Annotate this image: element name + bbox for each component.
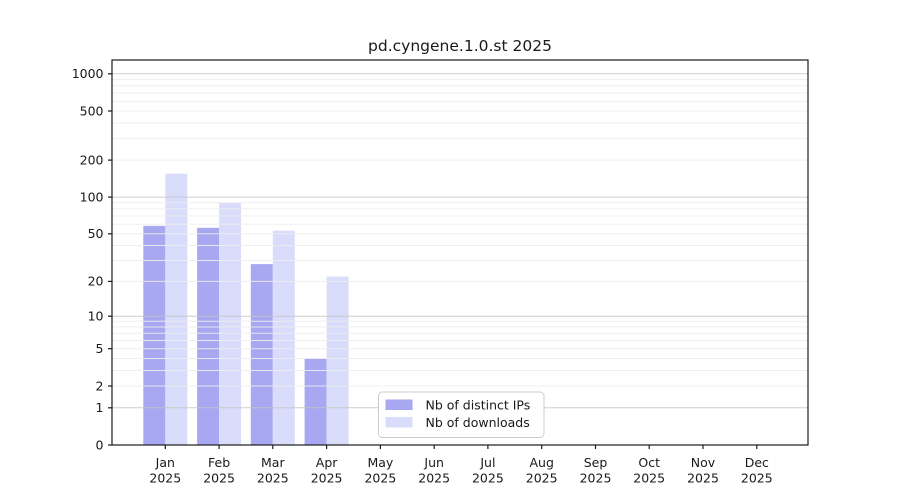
- x-tick-label-month: Dec: [745, 455, 769, 470]
- labels-layer: 01251020501002005001000Jan2025Feb2025Mar…: [72, 66, 773, 485]
- grid-layer: [112, 73, 808, 409]
- axes-layer: [108, 59, 809, 449]
- y-tick-label: 200: [80, 152, 104, 167]
- x-tick-label-month: Oct: [638, 455, 660, 470]
- bar-feb-downloads: [219, 202, 242, 445]
- legend-label-downloads: Nb of downloads: [426, 415, 530, 430]
- y-tick-label: 50: [88, 226, 104, 241]
- x-tick-label-year: 2025: [418, 471, 450, 486]
- legend-box: [378, 391, 545, 438]
- bar-apr-downloads: [326, 276, 349, 445]
- y-tick-label: 1: [96, 400, 104, 415]
- x-tick-label-month: Feb: [208, 455, 230, 470]
- x-tick-label-year: 2025: [741, 471, 773, 486]
- x-tick-label-year: 2025: [526, 471, 558, 486]
- y-tick-label: 0: [96, 437, 104, 452]
- x-tick-label-month: Aug: [529, 455, 553, 470]
- x-tick-label-month: Apr: [316, 455, 338, 470]
- bar-apr-ips: [304, 358, 327, 445]
- y-tick-label: 500: [80, 103, 104, 118]
- x-tick-label-year: 2025: [687, 471, 719, 486]
- x-tick-label-month: Jun: [423, 455, 444, 470]
- y-tick-label: 20: [88, 274, 104, 289]
- x-tick-label-year: 2025: [311, 471, 343, 486]
- x-tick-label-year: 2025: [257, 471, 289, 486]
- x-tick-label-year: 2025: [149, 471, 181, 486]
- bars-layer: [143, 173, 349, 445]
- legend-swatch-ips: [385, 399, 413, 410]
- bar-feb-ips: [197, 227, 220, 445]
- x-tick-label-year: 2025: [633, 471, 665, 486]
- legend-swatch-downloads: [385, 417, 413, 428]
- y-tick-label: 1000: [72, 66, 104, 81]
- x-tick-label-year: 2025: [472, 471, 504, 486]
- x-tick-label-month: Sep: [584, 455, 608, 470]
- y-tick-label: 5: [96, 341, 104, 356]
- legend-label-ips: Nb of distinct IPs: [426, 398, 531, 413]
- x-tick-label-year: 2025: [203, 471, 235, 486]
- x-tick-label-year: 2025: [580, 471, 612, 486]
- legend: Nb of distinct IPs Nb of downloads: [378, 391, 545, 438]
- y-tick-label: 10: [88, 309, 104, 324]
- plot-frame: [111, 59, 809, 446]
- y-tick-label: 100: [80, 189, 104, 204]
- bar-mar-ips: [250, 264, 273, 445]
- x-tick-label-month: May: [367, 455, 393, 470]
- x-tick-label-month: Jan: [155, 455, 175, 470]
- bar-jan-downloads: [165, 173, 188, 445]
- bar-mar-downloads: [272, 230, 295, 445]
- bar-jan-ips: [143, 225, 166, 445]
- x-tick-label-month: Mar: [261, 455, 285, 470]
- y-tick-label: 2: [96, 378, 104, 393]
- chart-title: pd.cyngene.1.0.st 2025: [368, 37, 552, 55]
- x-tick-label-year: 2025: [364, 471, 396, 486]
- x-tick-label-month: Jul: [479, 455, 495, 470]
- x-tick-label-month: Nov: [691, 455, 716, 470]
